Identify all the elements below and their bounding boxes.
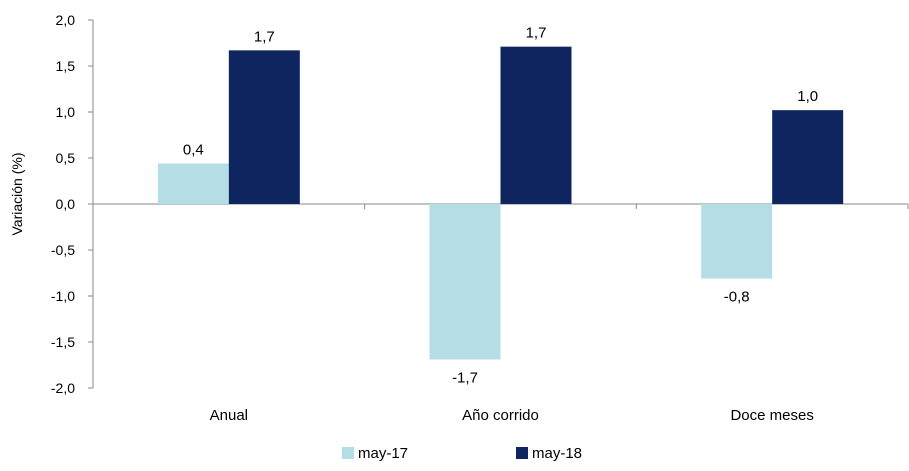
data-label: -1,7 (452, 369, 478, 386)
y-axis-title: Variación (%) (9, 153, 25, 236)
data-label: 0,4 (183, 142, 204, 159)
y-tick-label: -2,0 (51, 380, 75, 396)
data-label: -0,8 (724, 289, 750, 306)
y-tick-label: -1,0 (51, 288, 75, 304)
legend-label-may-17: may-17 (358, 445, 408, 462)
bar-may-18-0 (228, 50, 300, 204)
legend-swatch-may-17 (342, 447, 354, 459)
y-tick-label: 1,0 (56, 104, 76, 120)
data-label: 1,0 (797, 88, 818, 105)
y-tick-label: -1,5 (51, 334, 75, 350)
x-category-label: Anual (210, 407, 248, 424)
y-tick-label: 1,5 (56, 58, 76, 74)
bar-may-17-2 (701, 204, 773, 279)
y-tick-label: -0,5 (51, 242, 75, 258)
y-tick-label: 2,0 (56, 12, 76, 28)
bar-may-17-1 (429, 204, 501, 360)
x-category-label: Doce meses (730, 407, 813, 424)
bar-may-17-0 (157, 163, 229, 204)
data-label: 1,7 (526, 25, 547, 42)
legend-label-may-18: may-18 (532, 445, 582, 462)
bar-may-18-1 (500, 46, 572, 205)
data-label: 1,7 (254, 28, 275, 45)
legend-swatch-may-18 (516, 447, 528, 459)
y-tick-label: 0,5 (56, 150, 76, 166)
y-tick-label: 0,0 (56, 196, 76, 212)
x-category-label: Año corrido (462, 407, 539, 424)
bar-may-18-2 (772, 110, 844, 204)
